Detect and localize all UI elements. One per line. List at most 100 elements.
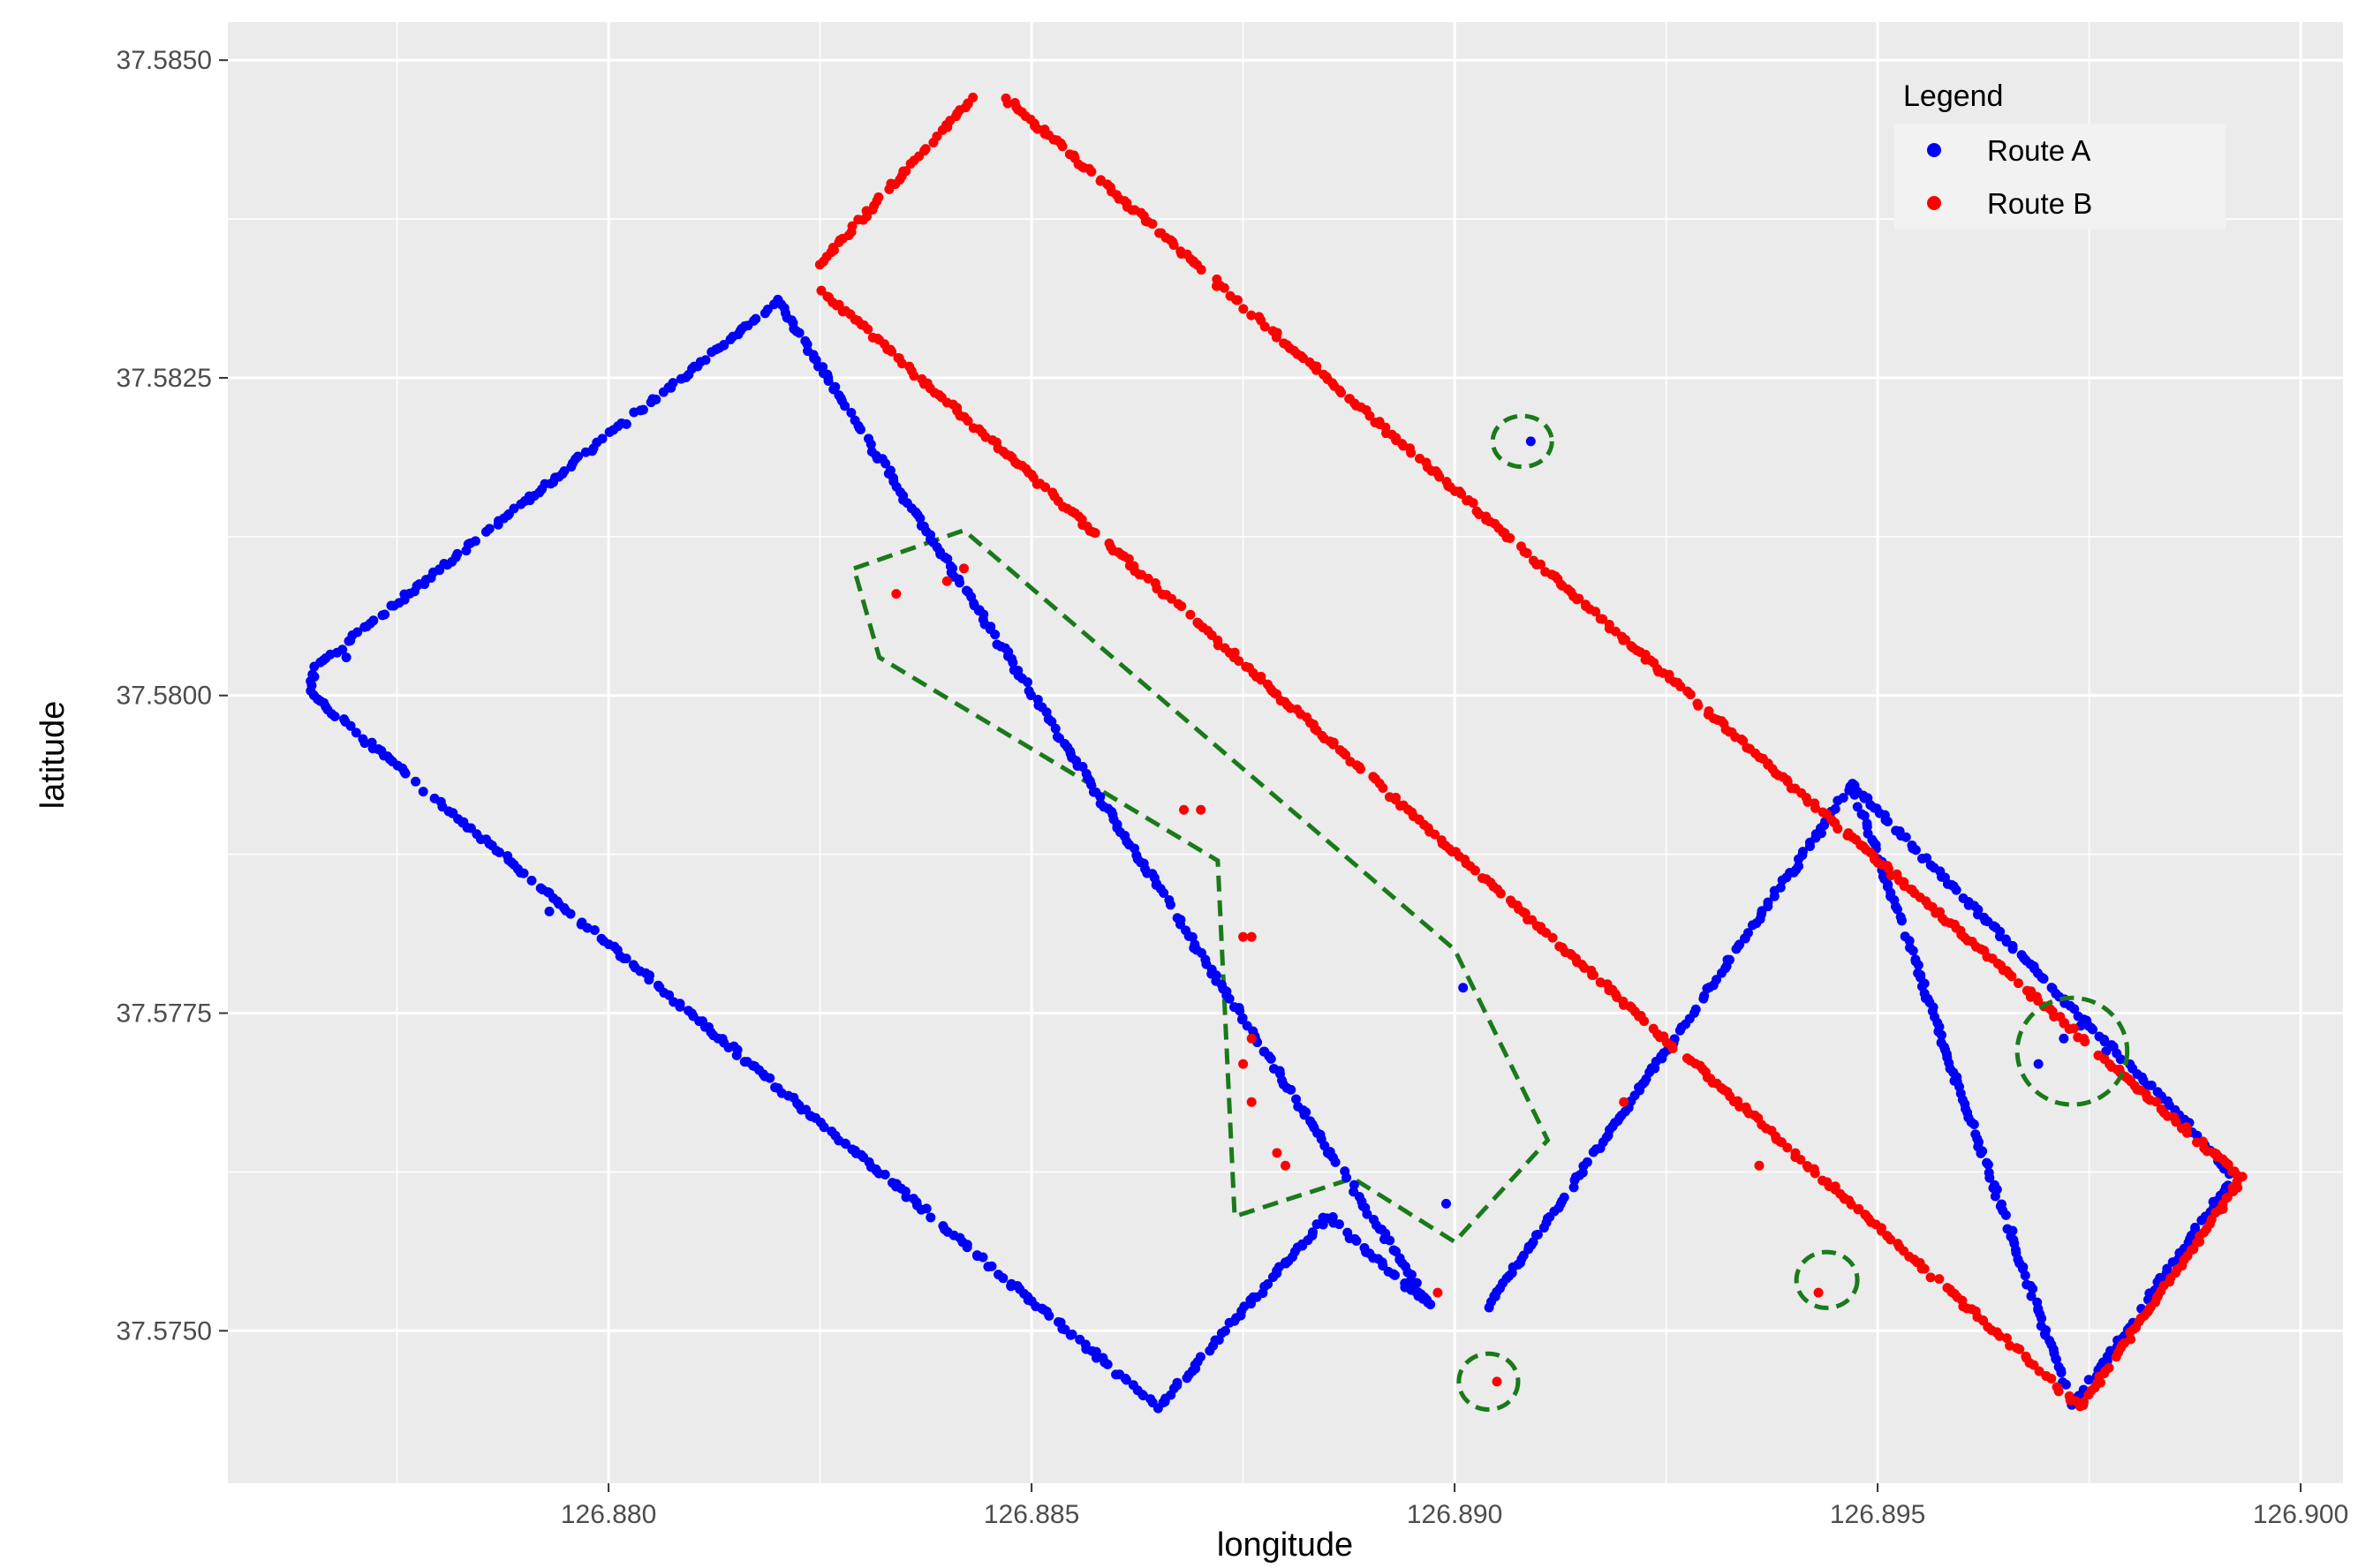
route-point [1406,448,1417,458]
route-point [885,465,896,476]
route-point [1237,1013,1248,1023]
y-tick-label: 37.5825 [117,364,212,393]
y-tick-label: 37.5800 [117,682,212,711]
outlier-point [958,563,969,574]
route-point [1522,548,1532,559]
route-point [765,1073,775,1083]
route-point [411,776,421,787]
route-point [1241,661,1251,672]
route-point [1150,578,1160,589]
route-point [1102,1359,1113,1369]
plot-panel [228,22,2343,1483]
route-point [1190,939,1200,950]
route-point [1900,931,1910,942]
route-point [773,294,783,305]
route-point [1905,942,1916,953]
route-point [1271,332,1281,343]
route-point [873,192,884,202]
route-point [1232,295,1243,305]
route-point [1104,538,1115,548]
route-point [1984,1167,1994,1178]
route-point [1351,1235,1362,1246]
route-point [386,600,397,611]
route-point [968,423,979,433]
outlier-point [1754,1160,1765,1171]
route-point [1192,617,1203,628]
x-tick-label: 126.900 [2253,1500,2348,1529]
route-point [1934,1274,1945,1285]
dashed-circle-annotation [2014,995,2130,1107]
legend-key-route-a [1927,143,1941,157]
route-point [1989,1180,1999,1190]
route-point [2111,1352,2121,1362]
legend-key-route-b [1927,196,1941,210]
route-point [1009,665,1019,675]
outlier-point [341,652,351,663]
route-point [2007,944,2018,954]
route-point [1690,1004,1701,1014]
route-point [830,381,841,392]
route-point [1052,732,1062,743]
route-point [1291,1094,1302,1104]
route-point [2088,1024,2098,1035]
outlier-point [544,906,555,916]
route-point [880,1169,890,1180]
outlier-point [1238,931,1249,942]
route-point [1057,141,1068,152]
x-tick-label: 126.895 [1830,1500,1925,1529]
route-point [1554,941,1565,952]
route-point [1682,1053,1692,1064]
legend-title: Legend [1903,79,2003,113]
outlier-point [1619,1097,1629,1107]
route-point [1830,803,1840,814]
route-point [1345,757,1356,767]
x-tick-label: 126.885 [984,1500,1079,1529]
route-point [760,308,770,319]
route-point [867,332,878,343]
route-point [1794,861,1804,871]
route-point [1164,895,1175,906]
annotation-polygon [850,527,1551,1245]
route-point [1002,98,1013,109]
outlier-point [2059,1033,2069,1044]
route-point [2171,1117,2181,1127]
route-point [1195,1352,1205,1362]
route-point [1895,912,1906,923]
route-point [566,462,577,472]
route-point [351,727,361,738]
route-point [1024,686,1034,697]
route-point [1196,265,1206,275]
route-point [1172,1377,1183,1388]
route-point [1648,1023,1659,1034]
route-point [1982,1157,1992,1168]
route-point [1833,824,1843,834]
route-point [1883,816,1893,826]
route-point [621,954,631,964]
x-axis-ticks: 126.880 126.885 126.890 126.895 126.900 [561,1483,2348,1529]
route-point [901,1192,911,1202]
route-point [1434,471,1445,482]
route-point [2181,1127,2192,1138]
route-point [480,526,491,537]
route-point [1137,1391,1148,1401]
route-point [1219,283,1229,293]
route-point [1925,1272,1936,1283]
route-point [1996,1199,2006,1210]
route-point [309,661,320,672]
route-point [1712,975,1722,985]
route-point [2032,1297,2043,1308]
route-point [1258,1046,1269,1057]
route-point [1168,239,1179,250]
outlier-point [1246,1097,1257,1107]
route-point [1724,954,1734,965]
route-point [1413,1287,1424,1298]
route-point [1384,792,1394,803]
route-point [493,519,503,530]
route-point [846,407,857,418]
route-point [1685,690,1696,700]
route-point [2038,974,2049,984]
route-point [565,908,576,919]
route-point [822,291,833,302]
route-point [1505,533,1515,544]
